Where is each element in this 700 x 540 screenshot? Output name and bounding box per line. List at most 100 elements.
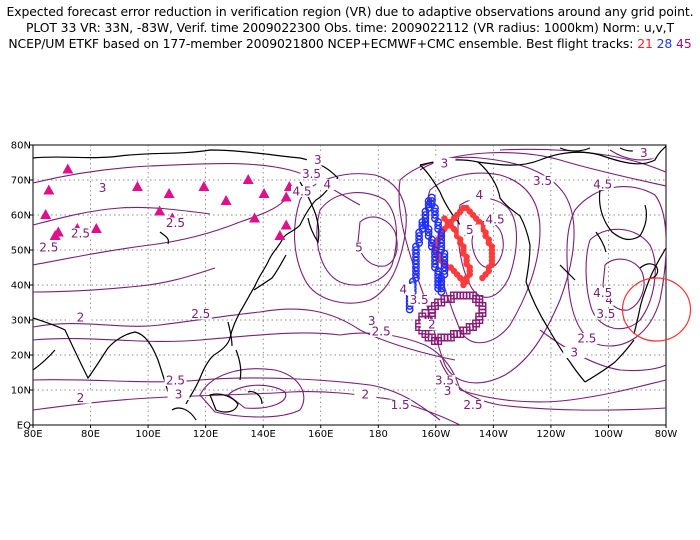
contour-label: 2 <box>428 318 436 332</box>
x-tick-label: 80E <box>81 429 100 440</box>
x-tick-label: 180 <box>369 429 388 440</box>
x-tick-label: 160E <box>308 429 333 440</box>
track-28-point <box>431 260 439 268</box>
contour-label: 4.5 <box>593 286 612 300</box>
contour-label: 2.5 <box>71 227 90 241</box>
contour-label: 3.5 <box>533 174 552 188</box>
contour-line <box>33 267 216 293</box>
x-tick-label: 80E <box>23 429 42 440</box>
sensitivity-mark <box>40 209 52 219</box>
track-28-point <box>437 232 446 240</box>
contour-label: 3.5 <box>302 167 321 181</box>
contour-line <box>33 377 441 421</box>
contour-label: 4.5 <box>486 213 505 227</box>
sensitivity-mark <box>280 219 292 230</box>
contour-label-bg <box>575 333 598 344</box>
contour-line <box>398 156 575 384</box>
contour-label-bg <box>360 315 383 327</box>
contour-label: 4.5 <box>292 185 311 199</box>
contour-label-bg <box>420 319 443 330</box>
contour-label-bg <box>591 287 614 299</box>
track-21-point <box>479 274 486 282</box>
contour-label: 2 <box>77 311 85 325</box>
coastline <box>253 254 287 291</box>
contour-label-bg <box>458 224 481 236</box>
sensitivity-marks <box>40 163 295 240</box>
y-tick-label: 50N <box>11 246 31 257</box>
contour-line <box>227 384 287 409</box>
contour-label: 5 <box>466 223 474 237</box>
contour-line <box>316 192 398 286</box>
track-28-point <box>431 207 439 216</box>
plot-header: Expected forecast error reduction in ver… <box>0 4 700 52</box>
contour-label-bg <box>632 147 655 159</box>
contour-label: 3 <box>640 146 648 160</box>
track-28-point <box>427 239 436 247</box>
contour-label-bg <box>164 375 187 386</box>
coastline <box>33 349 56 371</box>
contour-label: 3.5 <box>410 293 429 307</box>
flight-tracks <box>405 193 496 346</box>
contour-label: 2.5 <box>166 374 185 388</box>
contour-line <box>566 186 666 347</box>
contour-label: 4 <box>605 293 613 307</box>
sensitivity-mark <box>198 181 210 191</box>
y-tick-label: 30N <box>11 316 31 327</box>
contour-label: 1.5 <box>391 398 410 412</box>
coastline <box>209 393 239 413</box>
contour-label-bg <box>563 347 586 358</box>
contour-label-bg <box>69 312 92 323</box>
header-line-1: Expected forecast error reduction in ver… <box>6 4 694 19</box>
coastline <box>525 281 586 383</box>
coastline <box>584 339 635 383</box>
contour-label-bg <box>316 179 339 190</box>
contour-line <box>357 216 398 267</box>
track-28-point <box>421 211 430 219</box>
sensitivity-mark <box>154 205 166 216</box>
contour-line <box>33 199 286 266</box>
sensitivity-mark <box>242 174 254 184</box>
x-tick-label: 80W <box>655 429 678 440</box>
coastline <box>159 231 170 245</box>
contour-label-bg <box>392 284 415 295</box>
coastline <box>559 147 591 152</box>
contour-line <box>585 228 656 330</box>
contour-label: 3 <box>314 153 322 167</box>
contour-label-bg <box>167 389 190 400</box>
contour-label-bg <box>389 399 412 411</box>
y-tick-label: 10N <box>11 386 31 397</box>
y-axis-ticks: EQ 10N 20N 30N 40N 50N 60N 70N 80N <box>11 141 33 432</box>
contour-label: 3.5 <box>435 374 454 388</box>
contour-label: 4 <box>475 188 483 202</box>
contour-label-bg <box>354 389 377 400</box>
track-28-point <box>415 235 424 244</box>
contour-label-bg <box>408 294 431 306</box>
contour-labels: 32.52.52.52 2.52.532 21.533.544.5543.532.5… <box>37 146 655 412</box>
contour-label: 2.5 <box>39 241 58 255</box>
track-28-point <box>440 253 449 261</box>
contour-label-bg <box>37 242 60 253</box>
sensitivity-mark <box>280 191 292 202</box>
contour-label: 2.5 <box>577 332 596 346</box>
x-tick-label: 160W <box>421 429 450 440</box>
coastline <box>33 317 169 393</box>
contour-label-bg <box>164 217 187 229</box>
contour-label-bg <box>291 186 314 197</box>
contour-label: 3 <box>441 157 449 171</box>
track-28-point <box>424 200 433 209</box>
contour-line <box>499 148 666 173</box>
contour-label-bg <box>433 375 456 386</box>
track-21-label: 21 <box>637 36 653 51</box>
coastline <box>598 189 647 241</box>
contour-label: 2.5 <box>463 398 482 412</box>
contour-label-bg <box>461 399 484 411</box>
contour-label: 3 <box>99 181 107 195</box>
track-28-point <box>434 221 443 230</box>
contour-label: 4 <box>399 283 407 297</box>
track-45-point <box>421 309 430 318</box>
x-tick-label: 120W <box>536 429 565 440</box>
header-line-3-text: NCEP/UM ETKF based on 177-member 2009021… <box>8 36 634 51</box>
coastline <box>419 164 466 237</box>
y-tick-label: 40N <box>11 281 31 292</box>
